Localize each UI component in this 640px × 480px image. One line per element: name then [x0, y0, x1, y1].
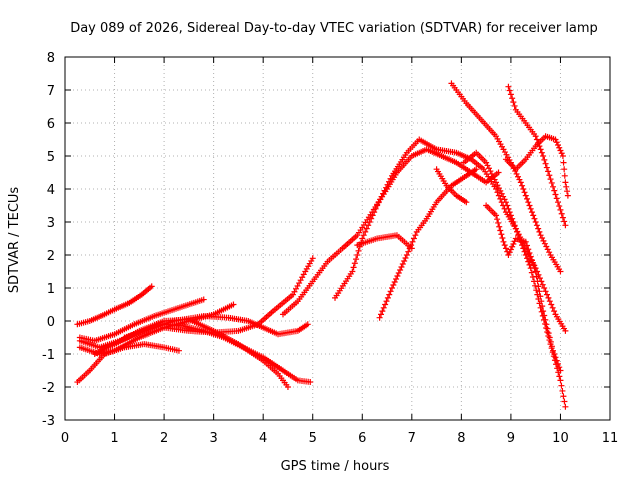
y-tick-label: -1 — [42, 348, 55, 363]
y-tick-label: 7 — [47, 84, 55, 99]
x-tick-label: 7 — [408, 431, 416, 446]
x-tick-label: 5 — [309, 431, 317, 446]
series-arc04 — [74, 341, 182, 386]
series-arc13 — [433, 166, 470, 206]
x-tick-label: 8 — [457, 431, 465, 446]
series-markers — [161, 255, 316, 336]
x-axis-ticks: 0 1 2 3 4 5 6 7 8 9 10 11 — [61, 57, 618, 446]
x-tick-label: 1 — [110, 431, 118, 446]
x-tick-label: 9 — [507, 431, 515, 446]
y-tick-label: 4 — [47, 183, 55, 198]
chart-title: Day 089 of 2026, Sidereal Day-to-day VTE… — [70, 21, 598, 36]
x-tick-label: 10 — [552, 431, 569, 446]
series-arc17 — [502, 133, 571, 199]
series-arc15 — [460, 149, 569, 410]
y-tick-label: -2 — [42, 381, 55, 396]
series-markers — [483, 202, 564, 374]
series-arc02 — [76, 296, 207, 344]
x-tick-label: 3 — [209, 431, 217, 446]
series-arc14 — [448, 80, 564, 275]
y-tick-label: 5 — [47, 150, 55, 165]
x-tick-label: 0 — [61, 431, 69, 446]
series-arc01 — [74, 283, 155, 328]
x-tick-label: 2 — [160, 431, 168, 446]
data-series — [74, 80, 571, 410]
y-tick-label: 1 — [47, 282, 55, 297]
y-axis-label: SDTVAR / TECUs — [7, 187, 22, 294]
series-markers — [376, 166, 480, 321]
x-tick-label: 11 — [602, 431, 619, 446]
y-tick-label: 2 — [47, 249, 55, 264]
y-tick-label: 6 — [47, 117, 55, 132]
series-arc16 — [483, 202, 564, 374]
series-markers — [502, 133, 571, 199]
y-tick-label: 3 — [47, 216, 55, 231]
x-tick-label: 6 — [358, 431, 366, 446]
x-axis-label: GPS time / hours — [281, 459, 390, 474]
series-markers — [74, 341, 182, 386]
y-tick-label: 0 — [47, 315, 55, 330]
grid-lines — [65, 57, 610, 420]
y-axis-ticks: -3 -2 -1 0 1 2 3 4 5 6 7 8 — [42, 51, 610, 429]
x-tick-label: 4 — [259, 431, 267, 446]
series-arc18 — [505, 83, 569, 229]
y-tick-label: -3 — [42, 414, 55, 429]
series-markers — [448, 80, 564, 275]
series-arc08 — [161, 255, 316, 336]
series-markers — [76, 296, 207, 344]
series-markers — [433, 166, 470, 206]
series-markers — [74, 283, 155, 328]
series-markers — [460, 149, 569, 410]
series-markers — [354, 232, 415, 252]
y-tick-label: 8 — [47, 51, 55, 66]
series-markers — [505, 83, 569, 229]
plot-frame — [64, 56, 611, 421]
series-arc11 — [354, 232, 415, 252]
series-arc12 — [376, 166, 480, 321]
